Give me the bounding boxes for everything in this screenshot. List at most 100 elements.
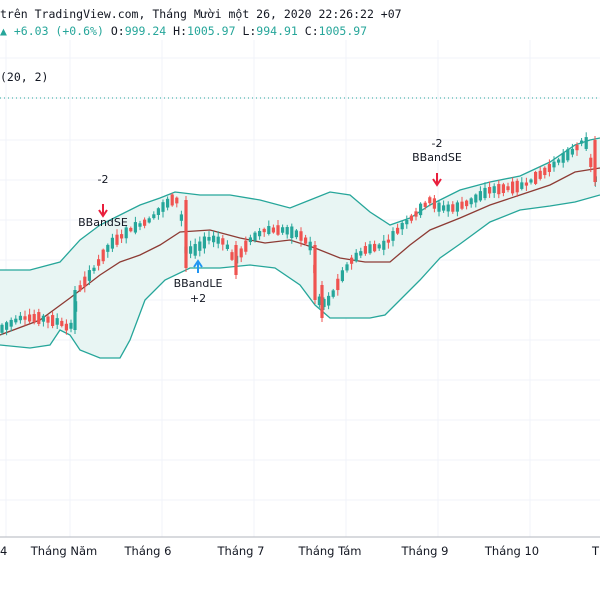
- chart-source-line: trên TradingView.com, Tháng Mười một 26,…: [0, 7, 402, 21]
- candle-body: [290, 226, 294, 239]
- candle: [92, 265, 96, 274]
- candle-body: [281, 227, 285, 233]
- candle-body: [166, 198, 170, 208]
- x-tick-label: Tháng 7: [217, 544, 265, 558]
- candle: [345, 262, 349, 273]
- bollinger-band-fill: [0, 138, 600, 358]
- candle: [584, 132, 588, 152]
- open-label: O:: [110, 24, 125, 38]
- candle: [110, 233, 114, 252]
- candle: [299, 227, 303, 247]
- candle-body: [193, 243, 197, 256]
- candle-body: [396, 227, 400, 234]
- candle-body: [14, 318, 18, 323]
- candle: [83, 271, 87, 293]
- candle: [271, 224, 275, 234]
- candle-body: [465, 200, 469, 207]
- candle-body: [133, 222, 137, 233]
- candle: [552, 156, 556, 172]
- candle-body: [320, 285, 324, 318]
- candle-body: [547, 163, 551, 172]
- candle: [368, 240, 372, 255]
- low-value: 994.91: [256, 24, 298, 38]
- candle-body: [41, 315, 45, 322]
- candle: [386, 234, 390, 249]
- candle: [396, 223, 400, 235]
- candle-body: [460, 201, 464, 209]
- triangle-up-icon: ▲: [0, 24, 7, 38]
- candle: [446, 201, 450, 217]
- candle-body: [446, 204, 450, 212]
- candle-body: [363, 246, 367, 254]
- candle: [322, 297, 326, 311]
- candle-body: [262, 228, 266, 233]
- candle-body: [28, 314, 32, 322]
- indicator-params-label: (20, 2): [0, 70, 49, 84]
- candle: [101, 248, 105, 265]
- candle-body: [124, 227, 128, 239]
- candle: [124, 225, 128, 244]
- change-value: +6.03 (+0.6%): [13, 24, 104, 38]
- high-label: H:: [173, 24, 188, 38]
- candle-body: [391, 231, 395, 241]
- candle: [230, 249, 234, 261]
- candle-body: [368, 244, 372, 254]
- candle: [437, 199, 441, 217]
- candle: [120, 229, 124, 243]
- candle: [580, 137, 584, 147]
- candle: [37, 308, 41, 327]
- signal-label: BBandSE: [78, 216, 128, 229]
- candle: [97, 254, 101, 271]
- candle: [538, 166, 542, 181]
- candle: [497, 180, 501, 199]
- candle-body: [455, 202, 459, 212]
- candle: [469, 197, 473, 208]
- candle: [133, 216, 137, 235]
- candle: [543, 166, 547, 179]
- candle: [239, 246, 243, 263]
- candle-body: [267, 226, 271, 234]
- candle: [354, 249, 358, 263]
- candle: [488, 181, 492, 198]
- candle-body: [101, 249, 105, 262]
- candle-body: [557, 159, 561, 163]
- candle-body: [313, 245, 317, 300]
- candle-body: [377, 244, 381, 249]
- candle: [451, 201, 455, 214]
- candle: [5, 320, 9, 336]
- candle-body: [492, 186, 496, 193]
- candle: [161, 199, 165, 218]
- candle: [474, 193, 478, 208]
- candle: [593, 136, 597, 186]
- candle: [336, 273, 340, 296]
- candle: [340, 267, 344, 283]
- candle: [589, 153, 593, 173]
- candle: [529, 178, 533, 185]
- candle: [294, 229, 298, 240]
- candle-body: [9, 319, 13, 327]
- candle-body: [520, 182, 524, 189]
- candle-body: [442, 205, 446, 211]
- bollinger-upper-band: [0, 137, 600, 271]
- candle-body: [400, 222, 404, 230]
- arrow-up-icon: [193, 259, 203, 273]
- candle-body: [354, 252, 358, 262]
- candle-body: [423, 202, 427, 207]
- candle: [428, 195, 432, 207]
- candle: [455, 200, 459, 217]
- bollinger-lower-band: [0, 194, 600, 359]
- candle-body: [234, 245, 238, 275]
- candle: [143, 217, 147, 229]
- candle-body: [202, 236, 206, 249]
- candle-body: [184, 200, 188, 268]
- candle-body: [478, 191, 482, 201]
- candle: [506, 182, 510, 193]
- candle-body: [538, 170, 542, 179]
- candle: [304, 234, 308, 246]
- candle-body: [308, 241, 312, 251]
- candle: [189, 240, 193, 259]
- candle: [248, 234, 252, 246]
- candle-body: [189, 246, 193, 254]
